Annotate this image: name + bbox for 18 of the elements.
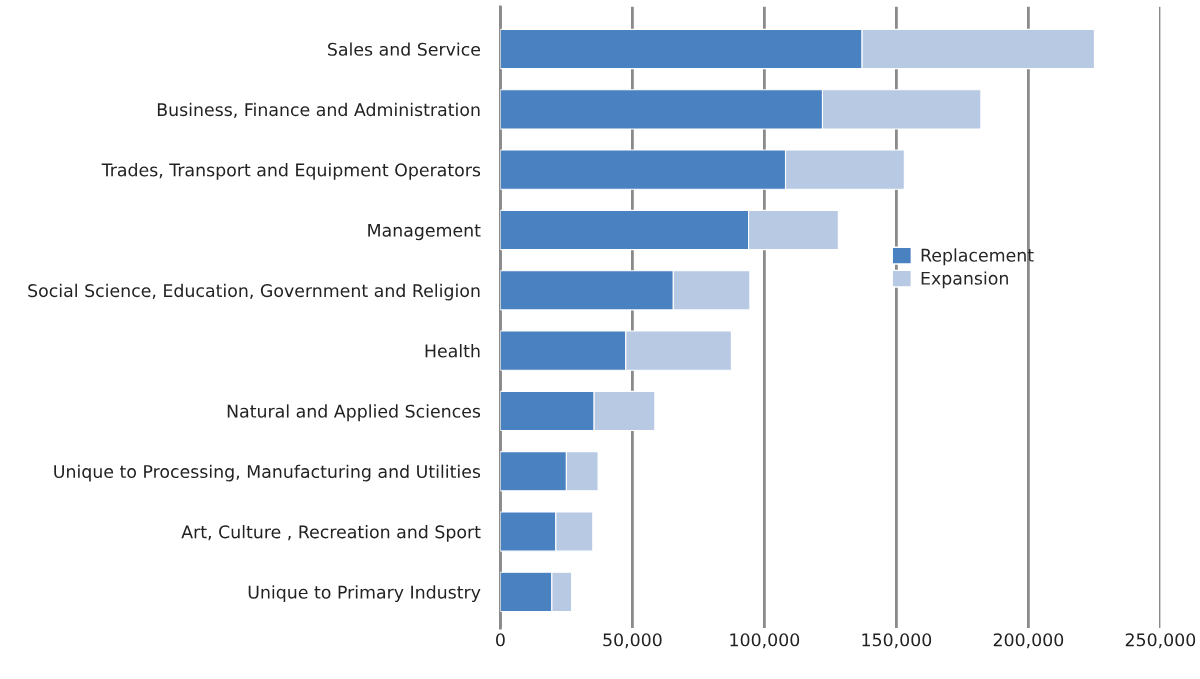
y-tick-label: Trades, Transport and Equipment Operators [101, 163, 481, 180]
x-tick-label: 0 [496, 633, 505, 647]
y-tick-label: Unique to Primary Industry [248, 585, 481, 603]
x-tick-label: 100,000 [730, 633, 800, 649]
legend-label: Expansion [921, 271, 1008, 289]
y-tick-label: Health [425, 344, 480, 358]
x-tick-label: 50,000 [603, 633, 662, 649]
y-tick-label: Sales and Service [328, 42, 481, 56]
y-tick-label: Management [368, 223, 481, 241]
y-tick-label: Social Science, Education, Government and Religion [28, 283, 480, 301]
x-tick-label: 250,000 [1125, 633, 1196, 649]
x-tick-label: 150,000 [862, 633, 932, 649]
legend-label: Replacement [921, 248, 1034, 266]
y-tick-label: Unique to Processing, Manufacturing and Utilities [54, 464, 481, 482]
x-tick-label: 200,000 [993, 633, 1064, 649]
y-tick-label: Business, Finance and Administration [157, 102, 480, 118]
y-tick-label: Art, Culture , Recreation and Sport [181, 524, 481, 542]
y-tick-label: Natural and Applied Sciences [227, 404, 481, 422]
